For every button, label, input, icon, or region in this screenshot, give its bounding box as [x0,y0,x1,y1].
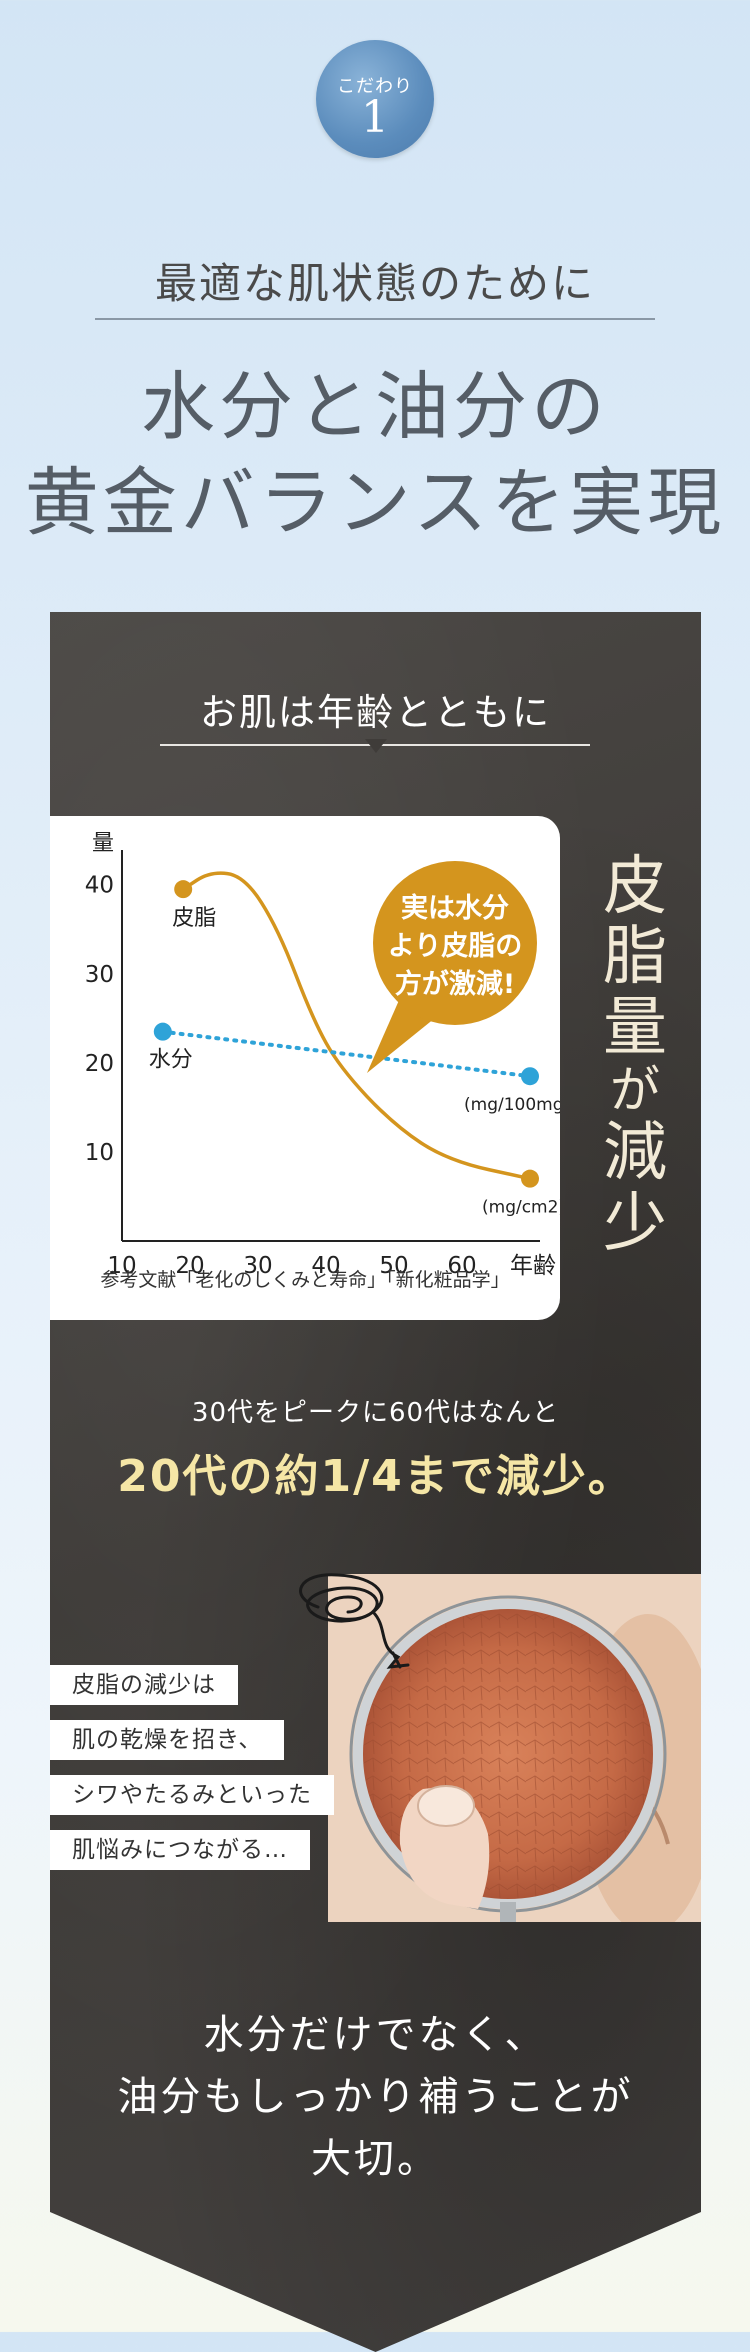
series-name-label: 水分 [149,1048,193,1073]
vertical-char: 量 [603,990,667,1065]
chart-card: 量 10 20 30 40 10 20 30 40 50 60 年齢 皮脂 (mg/cm2) 水分 (mg/… [50,816,570,1320]
badge-label: こだわり [337,76,413,97]
headline-line-1: 水分と油分の [141,364,609,450]
vertical-char: 少 [603,1186,667,1261]
sebum-moisture-chart: 量 10 20 30 40 10 20 30 40 50 60 年齢 皮脂 (mg/cm2) 水分 (mg/… [85,831,570,1291]
badge-number: 1 [361,92,389,143]
callout-bubble [373,861,537,1025]
series-name-label: 皮脂 [172,906,216,931]
series-line [181,871,532,1181]
closing-line-2: 油分もしっかり補うことが [117,2074,634,2120]
headline-line-2: 黄金バランスを実現 [24,460,726,546]
y-tick-label: 10 [85,1140,114,1166]
intro-text: 最適な肌状態のために [154,259,595,308]
vertical-heading: 皮 脂 量 が 減 少 [590,852,680,1259]
x-tick-label: 60 [447,1253,476,1279]
vertical-char: 皮 [603,850,667,924]
vertical-char: が [610,1061,660,1120]
vertical-char: 減 [603,1116,667,1191]
intro-underline [95,318,655,320]
series-unit-label: (mg/100mg) [464,1095,560,1115]
tangled-scribble-icon [299,1573,410,1669]
issue-tag: 肌悩みにつながる… [50,1830,310,1870]
dark-panel: お肌は年齢とともに 量 10 20 30 40 10 20 30 40 50 60 年齢 皮脂 (mg/… [50,612,701,2352]
series-start-point [174,880,193,899]
issue-tag: シワやたるみといった [50,1775,334,1815]
x-tick-label: 50 [379,1253,408,1279]
vertical-char: 脂 [603,920,667,995]
closing-line-3: 大切。 [311,2136,440,2182]
y-axis-label: 量 [92,831,114,856]
issue-tag: 皮脂の減少は [50,1665,238,1705]
x-tick-label: 20 [175,1253,204,1279]
y-tick-label: 40 [85,873,114,899]
x-axis-label: 年齢 [510,1253,556,1279]
series-end-point [521,1169,539,1188]
section-label: お肌は年齢とともに [200,691,551,734]
x-tick-label: 40 [311,1253,340,1279]
chart-source: 参考文献「老化のしくみと寿命」「新化粧品学」 [100,1269,509,1291]
magnifier-face-photo [328,1574,701,1922]
callout-text: 実は水分 [401,892,509,924]
section-badge: こだわり 1 [316,40,434,158]
x-tick-label: 10 [107,1253,136,1279]
closing-line-1: 水分だけでなく、 [203,2012,548,2058]
y-tick-label: 20 [85,1051,114,1077]
callout-text: より皮脂の [388,931,522,962]
stat-main: 20代の約1/4まで減少。 [117,1451,634,1502]
callout-text: 方が激減! [395,968,515,1000]
section-label-notch [365,739,387,753]
callout-tail [367,998,435,1073]
issue-tag: 肌の乾燥を招き、 [50,1720,285,1760]
series-line [160,1029,532,1079]
x-tick-label: 30 [243,1253,272,1279]
series-start-point [153,1022,172,1041]
y-tick-label: 30 [85,962,114,988]
stat-subtext: 30代をピークに60代はなんと [191,1398,560,1428]
series-unit-label: (mg/cm2) [482,1198,560,1218]
series-end-point [521,1067,539,1086]
